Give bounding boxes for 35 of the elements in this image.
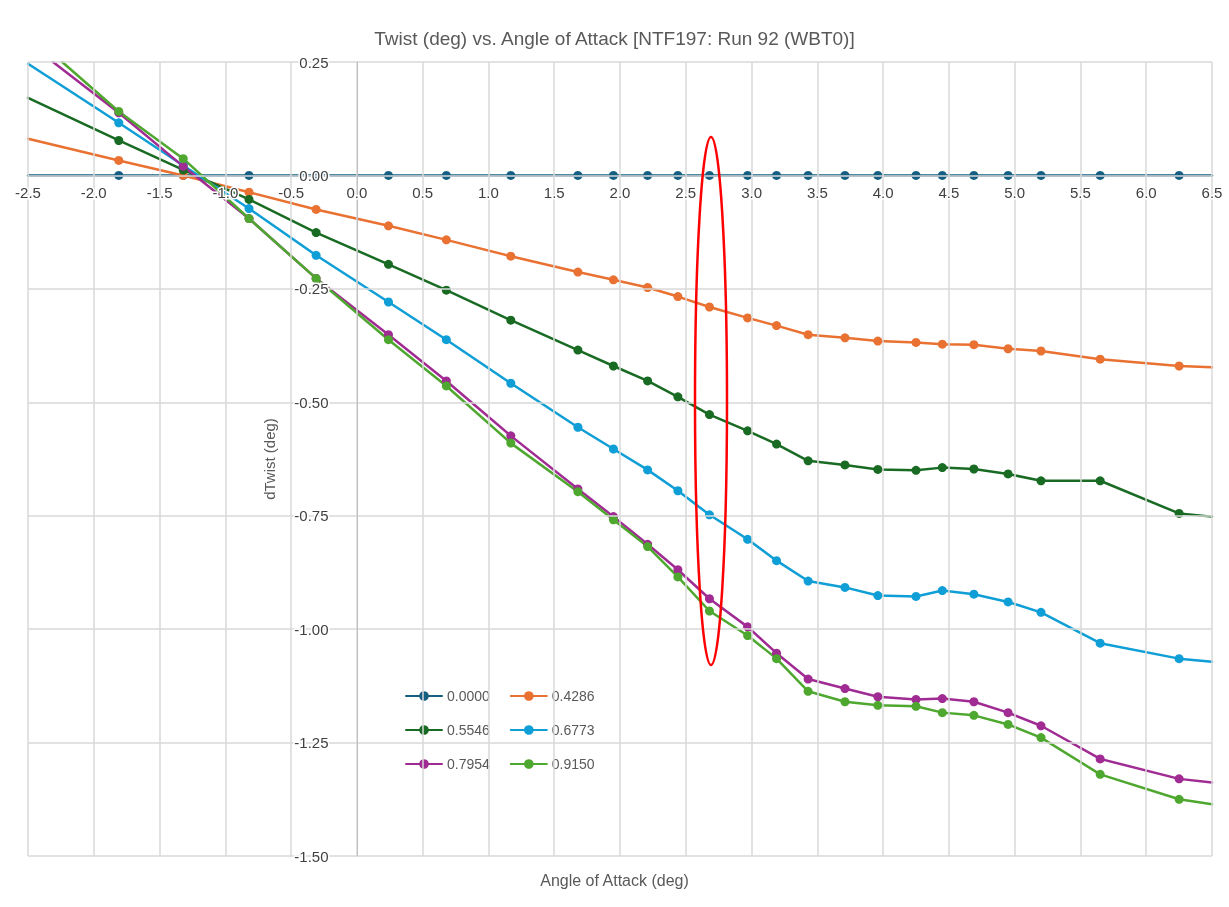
x-tick-label: 2.0	[609, 184, 631, 202]
x-tick-label: -0.5	[278, 184, 305, 202]
x-tick-label: 3.0	[741, 184, 762, 202]
x-axis-title: Angle of Attack (deg)	[540, 871, 689, 889]
x-tick-label: 3.5	[806, 184, 828, 202]
x-tick-label: -1.5	[146, 184, 173, 202]
y-tick-label: -0.75	[294, 507, 329, 525]
legend-label: 0.6773	[551, 722, 595, 738]
y-tick-label: -1.25	[294, 734, 329, 752]
y-tick-label: -0.25	[294, 280, 329, 298]
x-tick-label: 0.5	[412, 184, 434, 202]
legend-label: 0.4286	[551, 688, 595, 704]
x-tick-label: 1.5	[543, 184, 565, 202]
x-tick-label: 6.0	[1135, 184, 1157, 202]
x-tick-label: 0.0	[346, 184, 368, 202]
x-tick-label: 1.0	[478, 184, 499, 202]
x-tick-label: 4.0	[872, 184, 894, 202]
x-tick-label: 2.5	[675, 184, 697, 202]
legend-label: 0.5546	[447, 722, 491, 738]
y-tick-label: -1.00	[294, 620, 329, 638]
x-tick-label: -2.5	[15, 184, 41, 202]
y-tick-label: -1.50	[294, 847, 329, 865]
chart-title: Twist (deg) vs. Angle of Attack [NTF197: Run 92 (WBT0)]	[374, 28, 855, 49]
y-axis-title: dTwist (deg)	[260, 418, 278, 500]
x-tick-label: 5.0	[1004, 184, 1026, 202]
legend-label: 0.0000	[447, 688, 491, 704]
x-tick-label: 6.5	[1201, 184, 1223, 202]
legend-label: 0.7954	[447, 756, 491, 772]
x-tick-label: 5.5	[1070, 184, 1091, 202]
legend-label: 0.9150	[551, 756, 595, 772]
x-tick-label: 4.5	[938, 184, 960, 202]
x-tick-label: -2.0	[80, 184, 107, 202]
x-tick-label: -1.0	[212, 184, 239, 202]
y-tick-label: 0.25	[299, 53, 329, 71]
y-tick-label: -0.50	[294, 393, 329, 411]
